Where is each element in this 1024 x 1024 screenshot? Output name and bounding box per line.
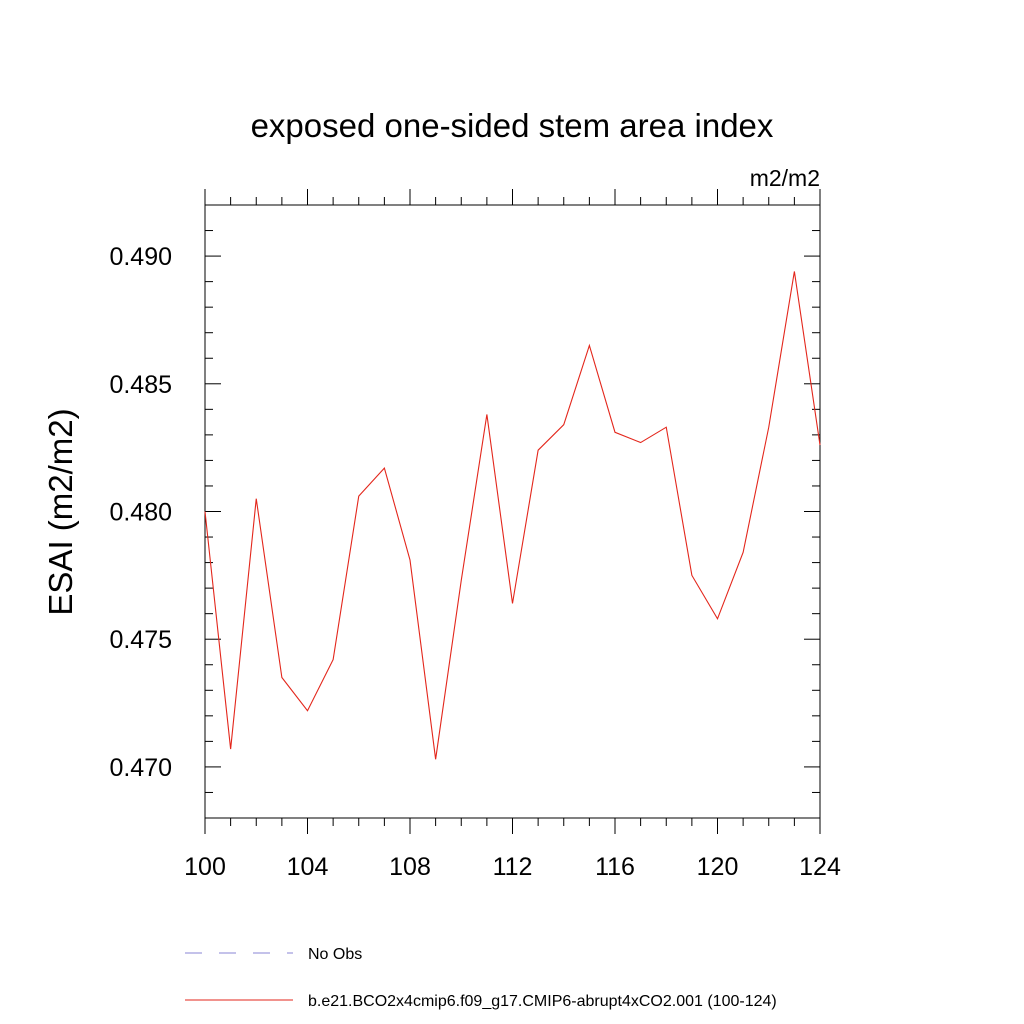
y-axis-label: ESAI (m2/m2): [42, 408, 79, 615]
y-tick-label: 0.470: [109, 754, 172, 782]
y-tick-label: 0.475: [109, 626, 172, 654]
x-tick-label: 116: [595, 853, 635, 881]
legend-label: No Obs: [308, 946, 362, 963]
legend: No Obs b.e21.BCO2x4cmip6.f09_g17.CMIP6-ab…: [185, 946, 777, 1010]
y-tick-label: 0.485: [109, 371, 172, 399]
series-line: [204, 271, 821, 760]
units-label: m2/m2: [750, 165, 820, 191]
y-tick-label: 0.480: [109, 499, 172, 527]
x-tick-label: 104: [287, 853, 329, 881]
y-axis-ticks: 0.470 0.475 0.480 0.485 0.490: [109, 204, 820, 819]
x-tick-label: 124: [799, 853, 841, 881]
plot-frame: [204, 204, 821, 819]
legend-label: b.e21.BCO2x4cmip6.f09_g17.CMIP6-abrupt4x…: [308, 993, 777, 1010]
x-tick-label: 112: [493, 853, 533, 881]
x-tick-label: 108: [389, 853, 431, 881]
y-tick-label: 0.490: [109, 243, 172, 271]
data-series: [204, 271, 821, 760]
x-tick-label: 100: [184, 853, 226, 881]
x-tick-label: 120: [697, 853, 739, 881]
chart-title: exposed one-sided stem area index: [251, 107, 774, 144]
x-axis-ticks: 100 104 108 112 116 120 124: [184, 189, 841, 881]
